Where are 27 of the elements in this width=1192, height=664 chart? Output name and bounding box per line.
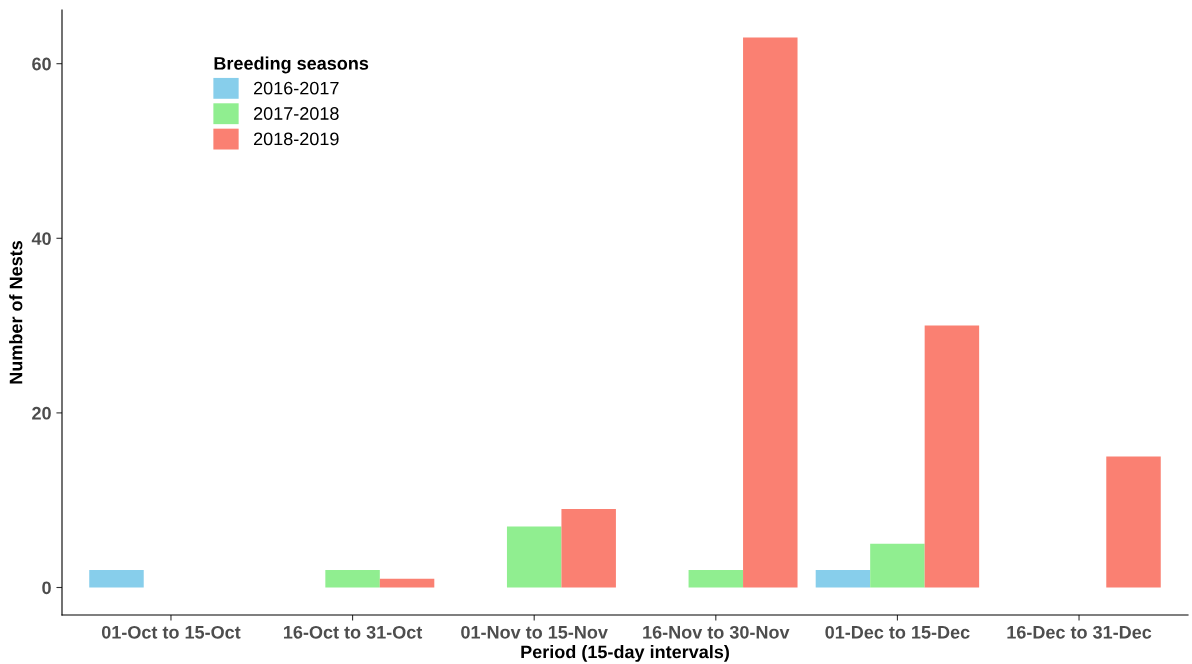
- bar: [325, 570, 380, 588]
- y-axis-title: Number of Nests: [9, 241, 23, 384]
- bar: [870, 543, 925, 588]
- legend-title: Breeding seasons: [214, 56, 369, 74]
- x-tick-label: 16-Oct to 31-Oct: [283, 625, 423, 639]
- x-tick-label: 16-Nov to 30-Nov: [643, 625, 790, 639]
- bar: [688, 570, 744, 588]
- x-axis-title: Period (15-day intervals): [521, 645, 729, 662]
- bar: [89, 570, 144, 588]
- x-tick-label: 01-Dec to 15-Dec: [825, 625, 970, 639]
- bar: [1106, 456, 1161, 588]
- y-tick-label: 60: [32, 57, 51, 71]
- bar: [561, 508, 616, 588]
- legend-label: 2016-2017: [254, 81, 339, 95]
- bar: [924, 325, 980, 588]
- bar: [743, 37, 798, 588]
- y-tick-label: 20: [32, 406, 51, 420]
- x-tick-label: 01-Nov to 15-Nov: [461, 625, 608, 639]
- legend-label: 2017-2018: [254, 107, 339, 120]
- bar: [506, 526, 562, 588]
- bar: [815, 570, 871, 588]
- y-tick-label: 40: [31, 232, 51, 246]
- bar: [379, 578, 435, 588]
- legend-label: 2018-2019: [254, 132, 339, 146]
- x-tick-label: 16-Dec to 31-Dec: [1007, 625, 1152, 639]
- y-tick-label: 0: [42, 581, 51, 595]
- x-tick-label: 01-Oct to 15-Oct: [101, 625, 241, 639]
